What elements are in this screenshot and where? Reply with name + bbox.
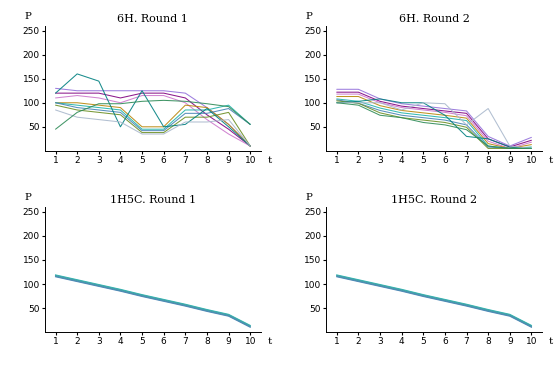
X-axis label: t: t	[268, 337, 272, 346]
X-axis label: t: t	[549, 337, 553, 346]
Y-axis label: P: P	[24, 193, 31, 202]
Title: 1H5C. Round 1: 1H5C. Round 1	[110, 195, 196, 205]
Y-axis label: P: P	[24, 12, 31, 21]
Y-axis label: P: P	[305, 193, 312, 202]
Title: 6H. Round 2: 6H. Round 2	[399, 14, 470, 24]
X-axis label: t: t	[268, 156, 272, 165]
Title: 1H5C. Round 2: 1H5C. Round 2	[391, 195, 477, 205]
Y-axis label: P: P	[305, 12, 312, 21]
Title: 6H. Round 1: 6H. Round 1	[117, 14, 188, 24]
X-axis label: t: t	[549, 156, 553, 165]
